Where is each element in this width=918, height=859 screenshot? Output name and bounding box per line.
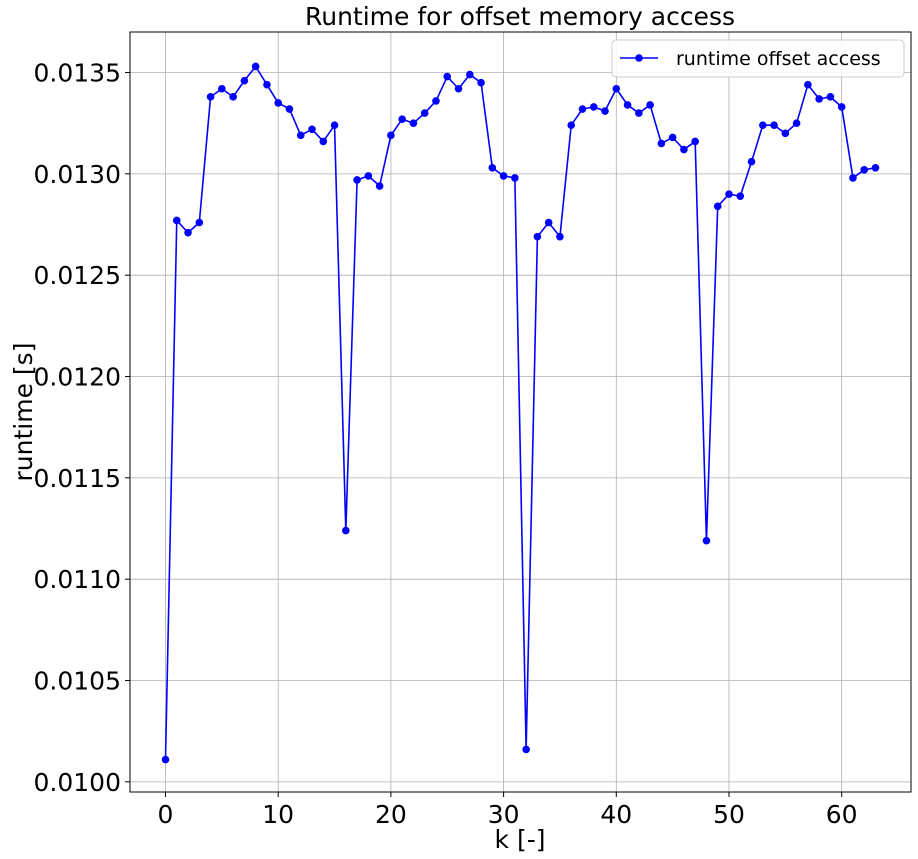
x-tick-label: 10 bbox=[262, 800, 294, 829]
data-point bbox=[837, 103, 846, 111]
data-point bbox=[601, 107, 609, 115]
x-tick-label: 30 bbox=[488, 800, 520, 829]
data-point bbox=[770, 121, 778, 130]
data-point bbox=[522, 745, 530, 754]
y-tick-label: 0.0120 bbox=[34, 363, 121, 392]
y-tick-label: 0.0100 bbox=[34, 768, 121, 797]
data-point bbox=[420, 109, 429, 117]
data-point bbox=[488, 163, 497, 172]
data-point bbox=[251, 62, 260, 71]
data-point bbox=[330, 121, 339, 130]
data-point bbox=[308, 125, 316, 134]
y-tick-label: 0.0130 bbox=[34, 160, 121, 189]
data-point bbox=[274, 99, 282, 107]
y-tick-label: 0.0105 bbox=[34, 667, 121, 696]
data-point bbox=[477, 78, 485, 87]
data-point bbox=[804, 80, 812, 89]
data-point bbox=[342, 526, 350, 535]
data-point bbox=[871, 163, 880, 172]
y-tick-label: 0.0135 bbox=[34, 59, 121, 88]
data-point bbox=[725, 190, 733, 198]
data-point bbox=[635, 109, 643, 117]
data-point bbox=[443, 72, 452, 81]
series-line bbox=[164, 65, 876, 760]
y-tick-label: 0.0125 bbox=[34, 261, 121, 290]
data-point bbox=[296, 131, 305, 140]
data-point bbox=[556, 232, 564, 241]
data-point bbox=[691, 137, 699, 146]
data-point bbox=[702, 536, 711, 545]
data-point bbox=[792, 119, 801, 127]
x-tick-label: 40 bbox=[600, 800, 632, 829]
data-point bbox=[398, 115, 406, 123]
data-point bbox=[387, 131, 395, 140]
data-point bbox=[849, 174, 857, 182]
data-point bbox=[409, 119, 418, 127]
data-point bbox=[657, 139, 666, 148]
data-point bbox=[263, 80, 271, 89]
x-tick-label: 20 bbox=[375, 800, 407, 829]
data-point bbox=[781, 129, 790, 138]
axis-ticks: 0 10 20 30 40 50 60 0.0100 0.0105 0.0110 0.0115 0.0… bbox=[34, 59, 858, 829]
data-point bbox=[668, 133, 677, 142]
data-point bbox=[195, 218, 204, 227]
data-point bbox=[589, 103, 598, 111]
data-point bbox=[680, 145, 688, 154]
data-point bbox=[759, 121, 767, 130]
data-point bbox=[364, 172, 373, 180]
x-tick-label: 50 bbox=[713, 800, 745, 829]
series-layer bbox=[161, 62, 880, 764]
data-point bbox=[533, 232, 542, 241]
data-point bbox=[285, 105, 294, 113]
data-point bbox=[375, 182, 384, 190]
data-point bbox=[612, 84, 621, 93]
data-point bbox=[713, 202, 722, 211]
data-point bbox=[240, 76, 249, 85]
legend-entry-runtime-offset-access: runtime offset access bbox=[676, 48, 881, 70]
data-point bbox=[499, 172, 508, 180]
chart-title: Runtime for offset memory access bbox=[305, 2, 735, 31]
data-point bbox=[319, 137, 328, 146]
data-point bbox=[465, 70, 474, 79]
data-point bbox=[184, 228, 192, 237]
data-point bbox=[747, 157, 756, 166]
data-point bbox=[454, 84, 463, 93]
data-point bbox=[511, 174, 519, 182]
data-point bbox=[623, 101, 632, 109]
data-point bbox=[826, 93, 835, 101]
x-axis-label: k [-] bbox=[495, 825, 546, 854]
x-tick-label: 60 bbox=[826, 800, 858, 829]
legend: runtime offset access bbox=[611, 39, 905, 78]
data-point bbox=[567, 121, 576, 130]
data-point bbox=[229, 93, 237, 101]
data-point bbox=[736, 192, 745, 200]
data-point bbox=[353, 176, 361, 184]
x-tick-label: 0 bbox=[158, 800, 174, 829]
data-point bbox=[646, 101, 654, 109]
plot-frame bbox=[129, 31, 912, 793]
data-point bbox=[206, 93, 215, 101]
data-point bbox=[860, 166, 869, 174]
data-point bbox=[161, 755, 170, 764]
legend-marker-sample bbox=[635, 54, 643, 62]
data-point bbox=[218, 84, 226, 93]
legend-box bbox=[611, 39, 905, 78]
y-tick-label: 0.0115 bbox=[34, 464, 121, 493]
grid-lines bbox=[130, 32, 911, 792]
y-axis-label: runtime [s] bbox=[9, 343, 38, 482]
data-point bbox=[172, 216, 181, 225]
data-point bbox=[544, 218, 553, 227]
data-point bbox=[815, 95, 823, 103]
data-point bbox=[578, 105, 587, 113]
y-tick-label: 0.0110 bbox=[34, 565, 121, 594]
data-point bbox=[432, 97, 440, 105]
